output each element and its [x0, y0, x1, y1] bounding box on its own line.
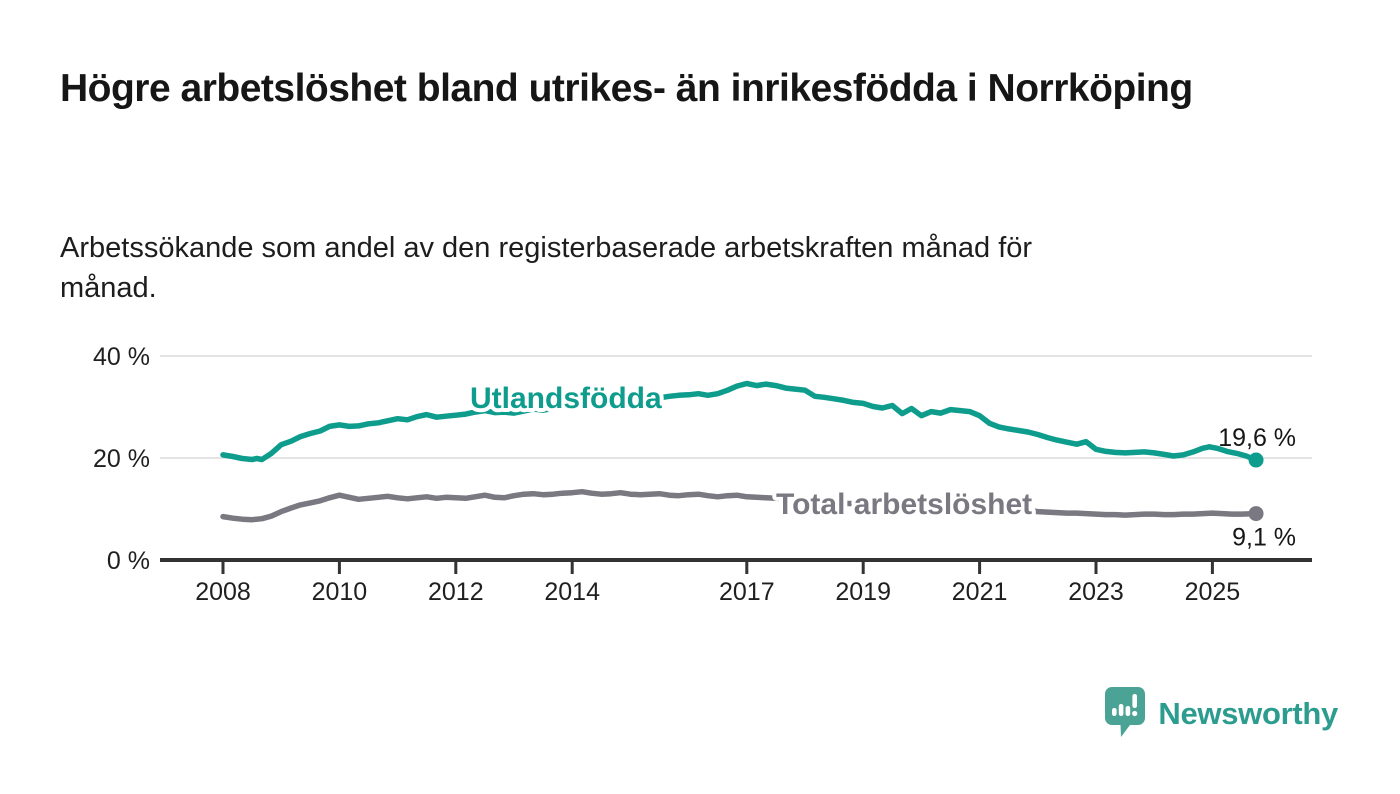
series-line-1: [220, 488, 1259, 523]
svg-text:2012: 2012: [428, 578, 484, 606]
svg-text:20 %: 20 %: [93, 445, 150, 473]
svg-text:2019: 2019: [835, 578, 891, 606]
footer-brand: Newsworthy: [1104, 686, 1338, 742]
svg-text:0 %: 0 %: [107, 547, 150, 575]
series-end-value-0: 19,6 %: [1218, 424, 1296, 452]
y-axis-labels: 0 % 20 % 40 %: [93, 343, 150, 575]
page-subtitle: Arbetssökande som andel av den registerb…: [60, 232, 1033, 305]
page-title: Högre arbetslöshet bland utrikes- än inr…: [60, 67, 1193, 110]
series-end-value-1: 9,1 %: [1232, 524, 1296, 552]
svg-text:2017: 2017: [719, 578, 775, 606]
svg-text:2014: 2014: [544, 578, 600, 606]
gridlines: [160, 355, 1312, 459]
series-line-0: [220, 380, 1259, 463]
svg-text:2021: 2021: [952, 578, 1008, 606]
svg-text:2025: 2025: [1185, 578, 1241, 606]
svg-text:2010: 2010: [312, 578, 368, 606]
newsworthy-logo-icon: [1105, 687, 1146, 737]
series-label-0: Utlandsfödda: [470, 382, 662, 415]
svg-text:2023: 2023: [1068, 578, 1124, 606]
series-endpoint-0: [1248, 452, 1264, 468]
series-endpoint-1: [1248, 506, 1264, 522]
svg-text:40 %: 40 %: [93, 343, 150, 371]
svg-text:2008: 2008: [195, 578, 251, 606]
bar-chart-glyph: [1112, 694, 1138, 717]
x-axis: 2008 2010 2012 2014 2017 2019 2021 2023 2025: [160, 558, 1312, 606]
speech-bubble-shape: [1105, 687, 1146, 737]
series-label-1: Total arbetslöshet: [776, 488, 1032, 521]
brand-name: Newsworthy: [1158, 696, 1338, 731]
